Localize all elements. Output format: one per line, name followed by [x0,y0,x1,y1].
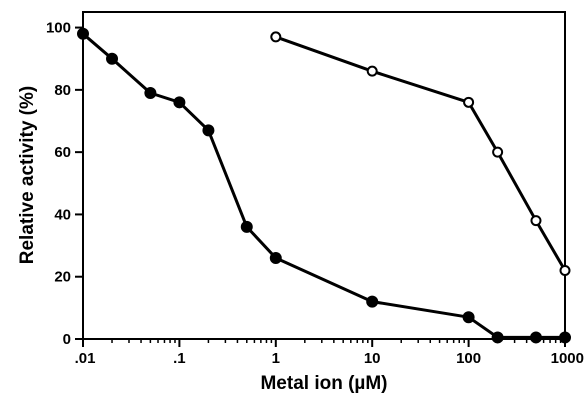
y-tick-label: 80 [54,82,71,99]
data-point [240,220,253,233]
data-point [492,146,504,158]
data-point [270,31,282,43]
data-point [463,96,475,108]
series-layer [77,27,571,344]
data-point [173,96,186,109]
data-point [366,295,379,308]
x-tick-label: 1000 [551,350,584,367]
series-2 [270,31,571,276]
y-axis-label: Relative activity (%) [17,86,38,264]
data-point [530,215,542,227]
y-tick-label: 40 [54,206,71,223]
x-tick-label: 1 [272,350,280,367]
data-point [462,311,475,324]
axis-ticks [75,26,566,347]
data-point [529,331,542,344]
x-tick-label: .01 [75,350,96,367]
data-point [559,264,571,276]
data-point [202,124,215,137]
data-point [106,52,119,65]
data-point [144,86,157,99]
x-tick-label: .1 [173,350,186,367]
x-axis-label: Metal ion (µM) [260,373,387,394]
y-tick-label: 0 [63,331,71,348]
y-tick-label: 20 [54,269,71,286]
data-point [559,331,571,344]
y-tick-label: 100 [46,20,71,37]
series-line [82,32,565,339]
y-tick-label: 60 [54,144,71,161]
plot-frame [82,11,566,340]
x-tick-label: 100 [456,350,481,367]
data-point [269,252,282,265]
series-line [275,35,567,272]
data-point [366,65,378,77]
series-1 [77,27,571,344]
data-point [77,27,89,40]
data-point [491,331,504,344]
axis-tick-labels: 0 20 40 60 80 100 .01 .1 1 10 100 1000 [46,20,584,367]
x-tick-label: 10 [364,350,381,367]
